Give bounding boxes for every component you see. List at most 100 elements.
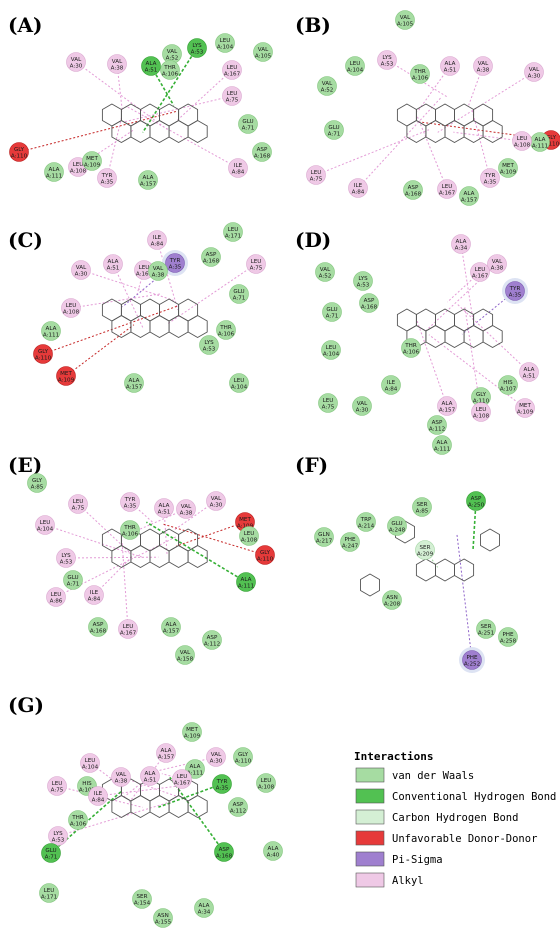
residue-name: MET: [60, 371, 72, 377]
residue-circle: [194, 898, 214, 918]
residue-number: A:75: [51, 788, 64, 794]
panel-label: (D): [295, 228, 331, 252]
residue-number: A:251: [478, 631, 495, 637]
residue-circle: [223, 222, 243, 242]
residue-number: A:111: [46, 174, 63, 180]
legend-swatch: [355, 830, 385, 846]
residue-circle: [214, 842, 234, 862]
residue-number: A:167: [224, 72, 241, 78]
residue-circle: [39, 883, 59, 903]
residue-circle: [381, 375, 401, 395]
residue-name: ALA: [166, 622, 177, 628]
residue-name: VAL: [478, 61, 489, 67]
residue-number: A:53: [357, 283, 370, 289]
residue-circle: [314, 527, 334, 547]
legend-item-pisigma: Pi-Sigma: [355, 851, 443, 867]
residue-circle: [187, 38, 207, 58]
ligand-ring: [111, 794, 132, 819]
ligand-ring: [454, 103, 475, 127]
residue-circle: [498, 627, 518, 647]
interaction-line: [456, 303, 530, 373]
residue-circle: [410, 64, 430, 84]
residue-name: LYS: [192, 43, 202, 49]
residue-circle: [466, 491, 486, 511]
legend-item-chbond: Carbon Hydrogen Bond: [355, 809, 518, 825]
interaction-line: [75, 61, 168, 130]
residue-name: ILE: [94, 791, 103, 797]
interaction-line: [156, 239, 179, 311]
residue-name: SER: [137, 894, 148, 900]
residue-circle: [324, 120, 344, 140]
residue-name: LEU: [40, 520, 51, 526]
interaction-line: [152, 756, 217, 773]
residue-circle: [9, 142, 29, 162]
residue-circle: [63, 570, 83, 590]
interaction-line: [65, 324, 135, 377]
residue-number: A:51: [145, 68, 158, 74]
interaction-line: [315, 129, 430, 176]
residue-number: A:250: [468, 503, 485, 509]
residue-name: VAL: [322, 81, 333, 87]
residue-circle: [132, 889, 152, 909]
residue-number: A:53: [191, 50, 204, 56]
residue-number: A:167: [439, 191, 456, 197]
residue-name: ASP: [257, 147, 268, 153]
residue-name: ALA: [129, 378, 140, 384]
residue-name: ALA: [464, 191, 475, 197]
ligand-ring: [396, 103, 417, 127]
residue-name: VAL: [180, 650, 191, 656]
residue-number: A:105: [255, 54, 272, 60]
residue-number: A:71: [328, 132, 341, 138]
residue-number: A:108: [70, 169, 87, 175]
residue-circle: [120, 520, 140, 540]
residue-name: ALA: [456, 239, 467, 245]
residue-number: A:86: [50, 599, 63, 605]
residue-circle: [228, 158, 248, 178]
residue-number: A:106: [122, 532, 139, 538]
residue-number: A:71: [233, 296, 246, 302]
residue-name: LEU: [326, 345, 337, 351]
interaction-line: [472, 500, 477, 551]
residue-number: A:52: [319, 274, 332, 280]
residue-number: A:106: [162, 72, 179, 78]
residue-name: VAL: [116, 772, 127, 778]
residue-name: TYR: [484, 173, 496, 179]
residue-circle: [318, 393, 338, 413]
residue-circle: [515, 398, 535, 418]
residue-circle: [340, 532, 360, 552]
residue-circle: [246, 254, 266, 274]
residue-number: A:75: [322, 405, 335, 411]
residue-name: LEU: [517, 136, 528, 142]
residue-name: LEU: [227, 91, 238, 97]
residue-number: A:35: [101, 180, 114, 186]
panel-label: (C): [8, 228, 43, 252]
residue-circle: [172, 769, 192, 789]
residue-circle: [84, 585, 104, 605]
residue-circle: [228, 797, 248, 817]
residue-name: ALA: [268, 846, 279, 852]
ligand-ring: [444, 119, 465, 144]
residue-number: A:248: [389, 528, 406, 534]
